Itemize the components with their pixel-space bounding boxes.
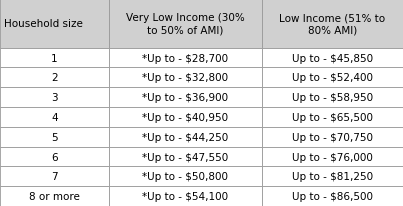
Bar: [262, 127, 403, 147]
Bar: [109, 147, 262, 167]
Bar: [109, 167, 262, 186]
Text: *Up to - $54,100: *Up to - $54,100: [142, 191, 229, 201]
Text: Up to - $65,500: Up to - $65,500: [292, 112, 373, 122]
Text: 5: 5: [51, 132, 58, 142]
Text: *Up to - $47,550: *Up to - $47,550: [142, 152, 229, 162]
Text: 4: 4: [51, 112, 58, 122]
Bar: [109, 48, 262, 68]
Text: Very Low Income (30%
to 50% of AMI): Very Low Income (30% to 50% of AMI): [126, 13, 245, 35]
Text: *Up to - $44,250: *Up to - $44,250: [142, 132, 229, 142]
Bar: [262, 0, 403, 48]
Text: Household size: Household size: [4, 19, 83, 29]
Text: Up to - $52,400: Up to - $52,400: [292, 73, 373, 83]
Bar: [262, 68, 403, 88]
Text: *Up to - $28,700: *Up to - $28,700: [142, 53, 229, 63]
Text: Up to - $86,500: Up to - $86,500: [292, 191, 373, 201]
Bar: [109, 68, 262, 88]
Bar: [0, 186, 109, 206]
Bar: [109, 88, 262, 108]
Bar: [109, 108, 262, 127]
Bar: [109, 186, 262, 206]
Text: Up to - $70,750: Up to - $70,750: [292, 132, 373, 142]
Text: *Up to - $32,800: *Up to - $32,800: [142, 73, 229, 83]
Text: *Up to - $40,950: *Up to - $40,950: [142, 112, 229, 122]
Bar: [262, 48, 403, 68]
Bar: [109, 127, 262, 147]
Text: 7: 7: [51, 171, 58, 181]
Text: Up to - $45,850: Up to - $45,850: [292, 53, 373, 63]
Bar: [262, 147, 403, 167]
Bar: [0, 127, 109, 147]
Text: *Up to - $36,900: *Up to - $36,900: [142, 93, 229, 103]
Bar: [109, 0, 262, 48]
Text: Low Income (51% to
80% AMI): Low Income (51% to 80% AMI): [279, 13, 386, 35]
Bar: [0, 108, 109, 127]
Text: 6: 6: [51, 152, 58, 162]
Bar: [262, 167, 403, 186]
Text: Up to - $76,000: Up to - $76,000: [292, 152, 373, 162]
Text: 1: 1: [51, 53, 58, 63]
Text: 2: 2: [51, 73, 58, 83]
Bar: [262, 186, 403, 206]
Text: 8 or more: 8 or more: [29, 191, 80, 201]
Bar: [0, 48, 109, 68]
Bar: [0, 68, 109, 88]
Text: Up to - $81,250: Up to - $81,250: [292, 171, 373, 181]
Bar: [0, 167, 109, 186]
Text: 3: 3: [51, 93, 58, 103]
Text: *Up to - $50,800: *Up to - $50,800: [142, 171, 229, 181]
Text: Up to - $58,950: Up to - $58,950: [292, 93, 373, 103]
Bar: [0, 0, 109, 48]
Bar: [0, 147, 109, 167]
Bar: [262, 88, 403, 108]
Bar: [0, 88, 109, 108]
Bar: [262, 108, 403, 127]
